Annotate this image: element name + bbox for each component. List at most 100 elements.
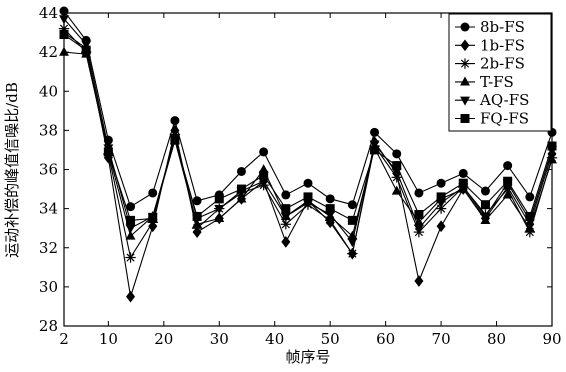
legend-marker — [460, 76, 470, 86]
x-tick-label: 80 — [487, 330, 506, 348]
series-FQ-FS — [59, 30, 557, 225]
data-point — [236, 184, 246, 194]
data-point — [281, 204, 291, 214]
legend-label: FQ-FS — [480, 110, 529, 128]
data-point — [303, 178, 313, 188]
data-point — [436, 220, 446, 233]
data-point — [414, 188, 424, 198]
x-tick-label: 10 — [99, 330, 118, 348]
data-point — [236, 166, 246, 176]
legend-marker — [460, 39, 470, 52]
y-tick-label: 38 — [39, 121, 58, 139]
legend-label: 2b-FS — [480, 55, 525, 73]
y-tick-label: 32 — [39, 239, 58, 257]
data-point — [59, 30, 69, 40]
data-point — [436, 178, 446, 188]
data-point — [413, 216, 424, 226]
data-point — [81, 45, 91, 55]
data-point — [81, 40, 92, 50]
data-point — [480, 212, 491, 222]
data-point — [148, 213, 158, 223]
data-point — [214, 194, 224, 204]
data-point — [547, 154, 557, 164]
data-point — [414, 209, 424, 219]
data-point — [369, 140, 380, 150]
data-point — [59, 6, 69, 16]
data-point — [480, 186, 490, 196]
data-point — [503, 161, 513, 171]
data-point — [392, 161, 402, 171]
data-point — [126, 290, 136, 303]
data-point — [170, 135, 180, 145]
data-point — [547, 141, 557, 151]
x-axis-title: 帧序号 — [285, 348, 330, 366]
data-point — [280, 212, 291, 222]
data-point — [414, 275, 424, 287]
y-tick-label: 36 — [39, 161, 58, 179]
data-point — [524, 222, 535, 232]
legend-label: T-FS — [480, 73, 514, 91]
y-tick-label: 28 — [39, 317, 58, 335]
x-tick-label: 90 — [542, 330, 561, 348]
data-point — [503, 176, 513, 186]
series-layer — [58, 6, 558, 303]
data-point — [325, 204, 335, 214]
data-point — [125, 224, 136, 234]
y-tick-label: 30 — [39, 278, 58, 296]
data-point — [281, 236, 291, 248]
legend-marker — [459, 58, 471, 69]
x-tick-label: 30 — [210, 330, 229, 348]
x-tick-label: 60 — [376, 330, 395, 348]
data-point — [347, 200, 357, 210]
data-point — [258, 164, 269, 174]
y-tick-label: 42 — [39, 43, 58, 61]
x-tick-label: 50 — [321, 330, 340, 348]
y-tick-label: 40 — [39, 82, 58, 100]
data-point — [347, 248, 358, 259]
data-point — [458, 168, 468, 178]
data-point — [525, 192, 535, 202]
legend-label: 8b-FS — [480, 18, 525, 36]
data-point — [170, 116, 180, 126]
data-point — [347, 230, 358, 240]
data-point — [192, 196, 202, 206]
data-point — [126, 202, 136, 212]
data-point — [192, 211, 202, 221]
legend-label: 1b-FS — [480, 36, 525, 54]
x-tick-label: 2 — [59, 330, 69, 348]
y-axis-title: 运动补偿的峰值信噪比/dB — [3, 82, 21, 258]
legend-marker — [460, 114, 470, 123]
legend-marker — [460, 22, 470, 32]
data-point — [370, 127, 380, 137]
data-point — [126, 215, 136, 225]
data-point — [391, 185, 402, 195]
y-tick-label: 44 — [39, 4, 58, 22]
x-tick-label: 40 — [265, 330, 284, 348]
data-point — [259, 147, 269, 157]
data-point — [325, 210, 336, 220]
data-point — [325, 194, 335, 204]
legend-box — [448, 13, 552, 132]
data-point — [214, 205, 225, 215]
data-point — [303, 199, 313, 209]
data-point — [370, 145, 380, 155]
y-tick-label: 34 — [39, 200, 58, 218]
data-point — [59, 15, 69, 25]
data-point — [303, 192, 313, 202]
data-point — [480, 200, 490, 210]
legend-marker — [460, 96, 470, 106]
data-point — [236, 193, 247, 203]
data-point — [214, 213, 225, 223]
data-point — [125, 230, 136, 240]
data-point — [148, 188, 158, 198]
x-tick-label: 20 — [154, 330, 173, 348]
data-point — [436, 192, 446, 202]
legend-label: AQ-FS — [479, 91, 529, 109]
data-point — [436, 199, 447, 209]
x-tick-label: 70 — [432, 330, 451, 348]
data-point — [259, 170, 269, 180]
data-point — [347, 215, 357, 225]
data-point — [502, 189, 513, 199]
